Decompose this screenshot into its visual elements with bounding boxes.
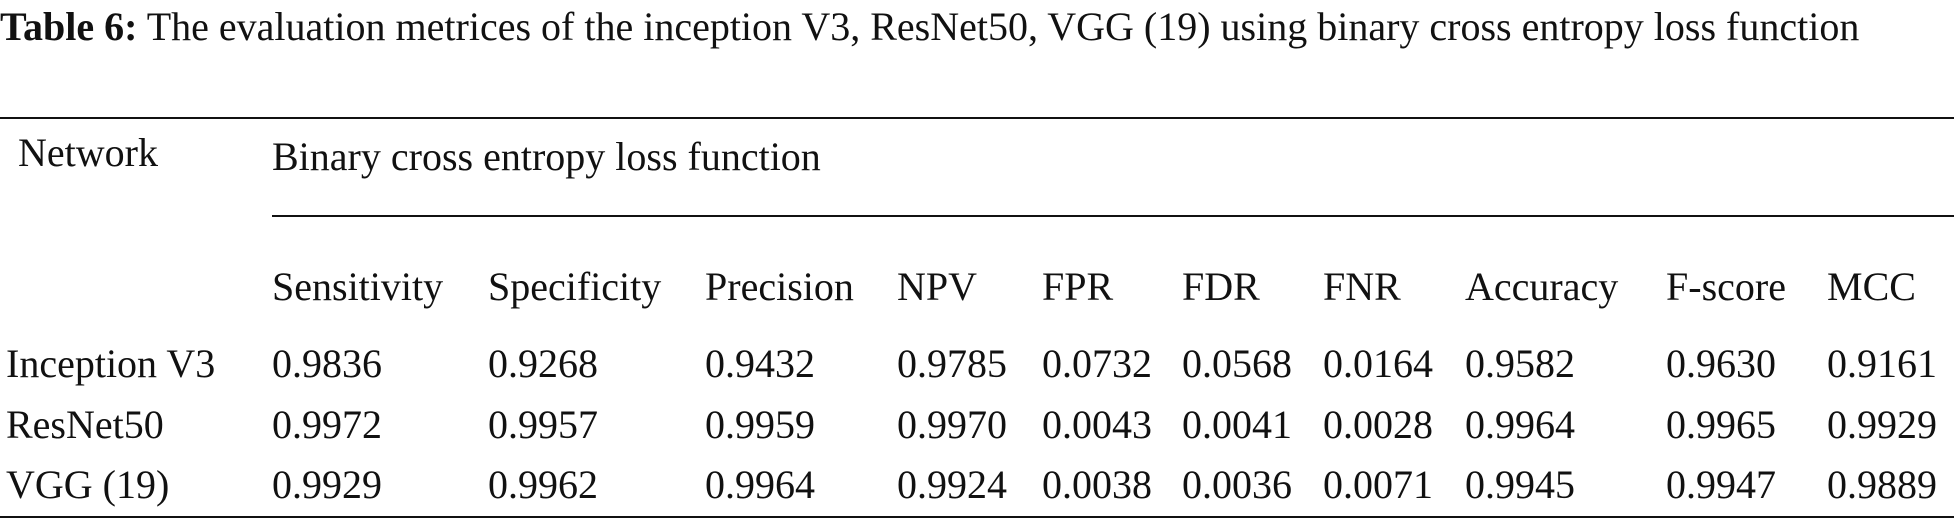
cell-value: 0.9962 [488,462,598,507]
cell-value: 0.0038 [1042,462,1152,507]
cell-value: 0.9964 [705,462,815,507]
cell-value: 0.0036 [1182,462,1292,507]
cell-value: 0.9889 [1827,462,1937,507]
column-header: F-score [1666,264,1786,309]
column-header: Sensitivity [272,264,444,309]
cell-value: 0.9924 [897,462,1007,507]
cell-value: 0.0041 [1182,402,1292,447]
group-header: Binary cross entropy loss function [272,134,821,179]
column-header: FPR [1042,264,1114,309]
cell-value: 0.9959 [705,402,815,447]
cell-value: 0.9929 [272,462,382,507]
column-header: FNR [1323,264,1401,309]
row-header: Network [18,130,158,175]
column-header: Accuracy [1465,264,1619,309]
cell-value: 0.9929 [1827,402,1937,447]
caption-text: The evaluation metrices of the inception… [146,4,1860,49]
cell-value: 0.9161 [1827,341,1937,386]
cell-value: 0.9432 [705,341,815,386]
cell-value: 0.9630 [1666,341,1776,386]
cell-value: 0.9965 [1666,402,1776,447]
caption: Table 6: The evaluation metrices of the … [0,2,1954,52]
column-header: Specificity [488,264,662,309]
cell-value: 0.9582 [1465,341,1575,386]
cell-value: 0.0028 [1323,402,1433,447]
cell-value: 0.9970 [897,402,1007,447]
bottom-rule [0,516,1954,518]
cell-value: 0.9836 [272,341,382,386]
caption-label: Table 6: [0,4,138,49]
row-label: VGG (19) [6,462,170,507]
cell-value: 0.9972 [272,402,382,447]
cell-value: 0.9945 [1465,462,1575,507]
cell-value: 0.9785 [897,341,1007,386]
column-header: FDR [1182,264,1260,309]
group-rule [272,215,1954,217]
cell-value: 0.9964 [1465,402,1575,447]
row-label: Inception V3 [6,341,216,386]
row-label: ResNet50 [6,402,164,447]
cell-value: 0.0732 [1042,341,1152,386]
cell-value: 0.0071 [1323,462,1433,507]
cell-value: 0.0164 [1323,341,1433,386]
cell-value: 0.0043 [1042,402,1152,447]
column-header: MCC [1827,264,1916,309]
cell-value: 0.9957 [488,402,598,447]
cell-value: 0.9268 [488,341,598,386]
top-rule [0,117,1954,119]
column-header: NPV [897,264,978,309]
column-header: Precision [705,264,854,309]
cell-value: 0.0568 [1182,341,1292,386]
cell-value: 0.9947 [1666,462,1776,507]
